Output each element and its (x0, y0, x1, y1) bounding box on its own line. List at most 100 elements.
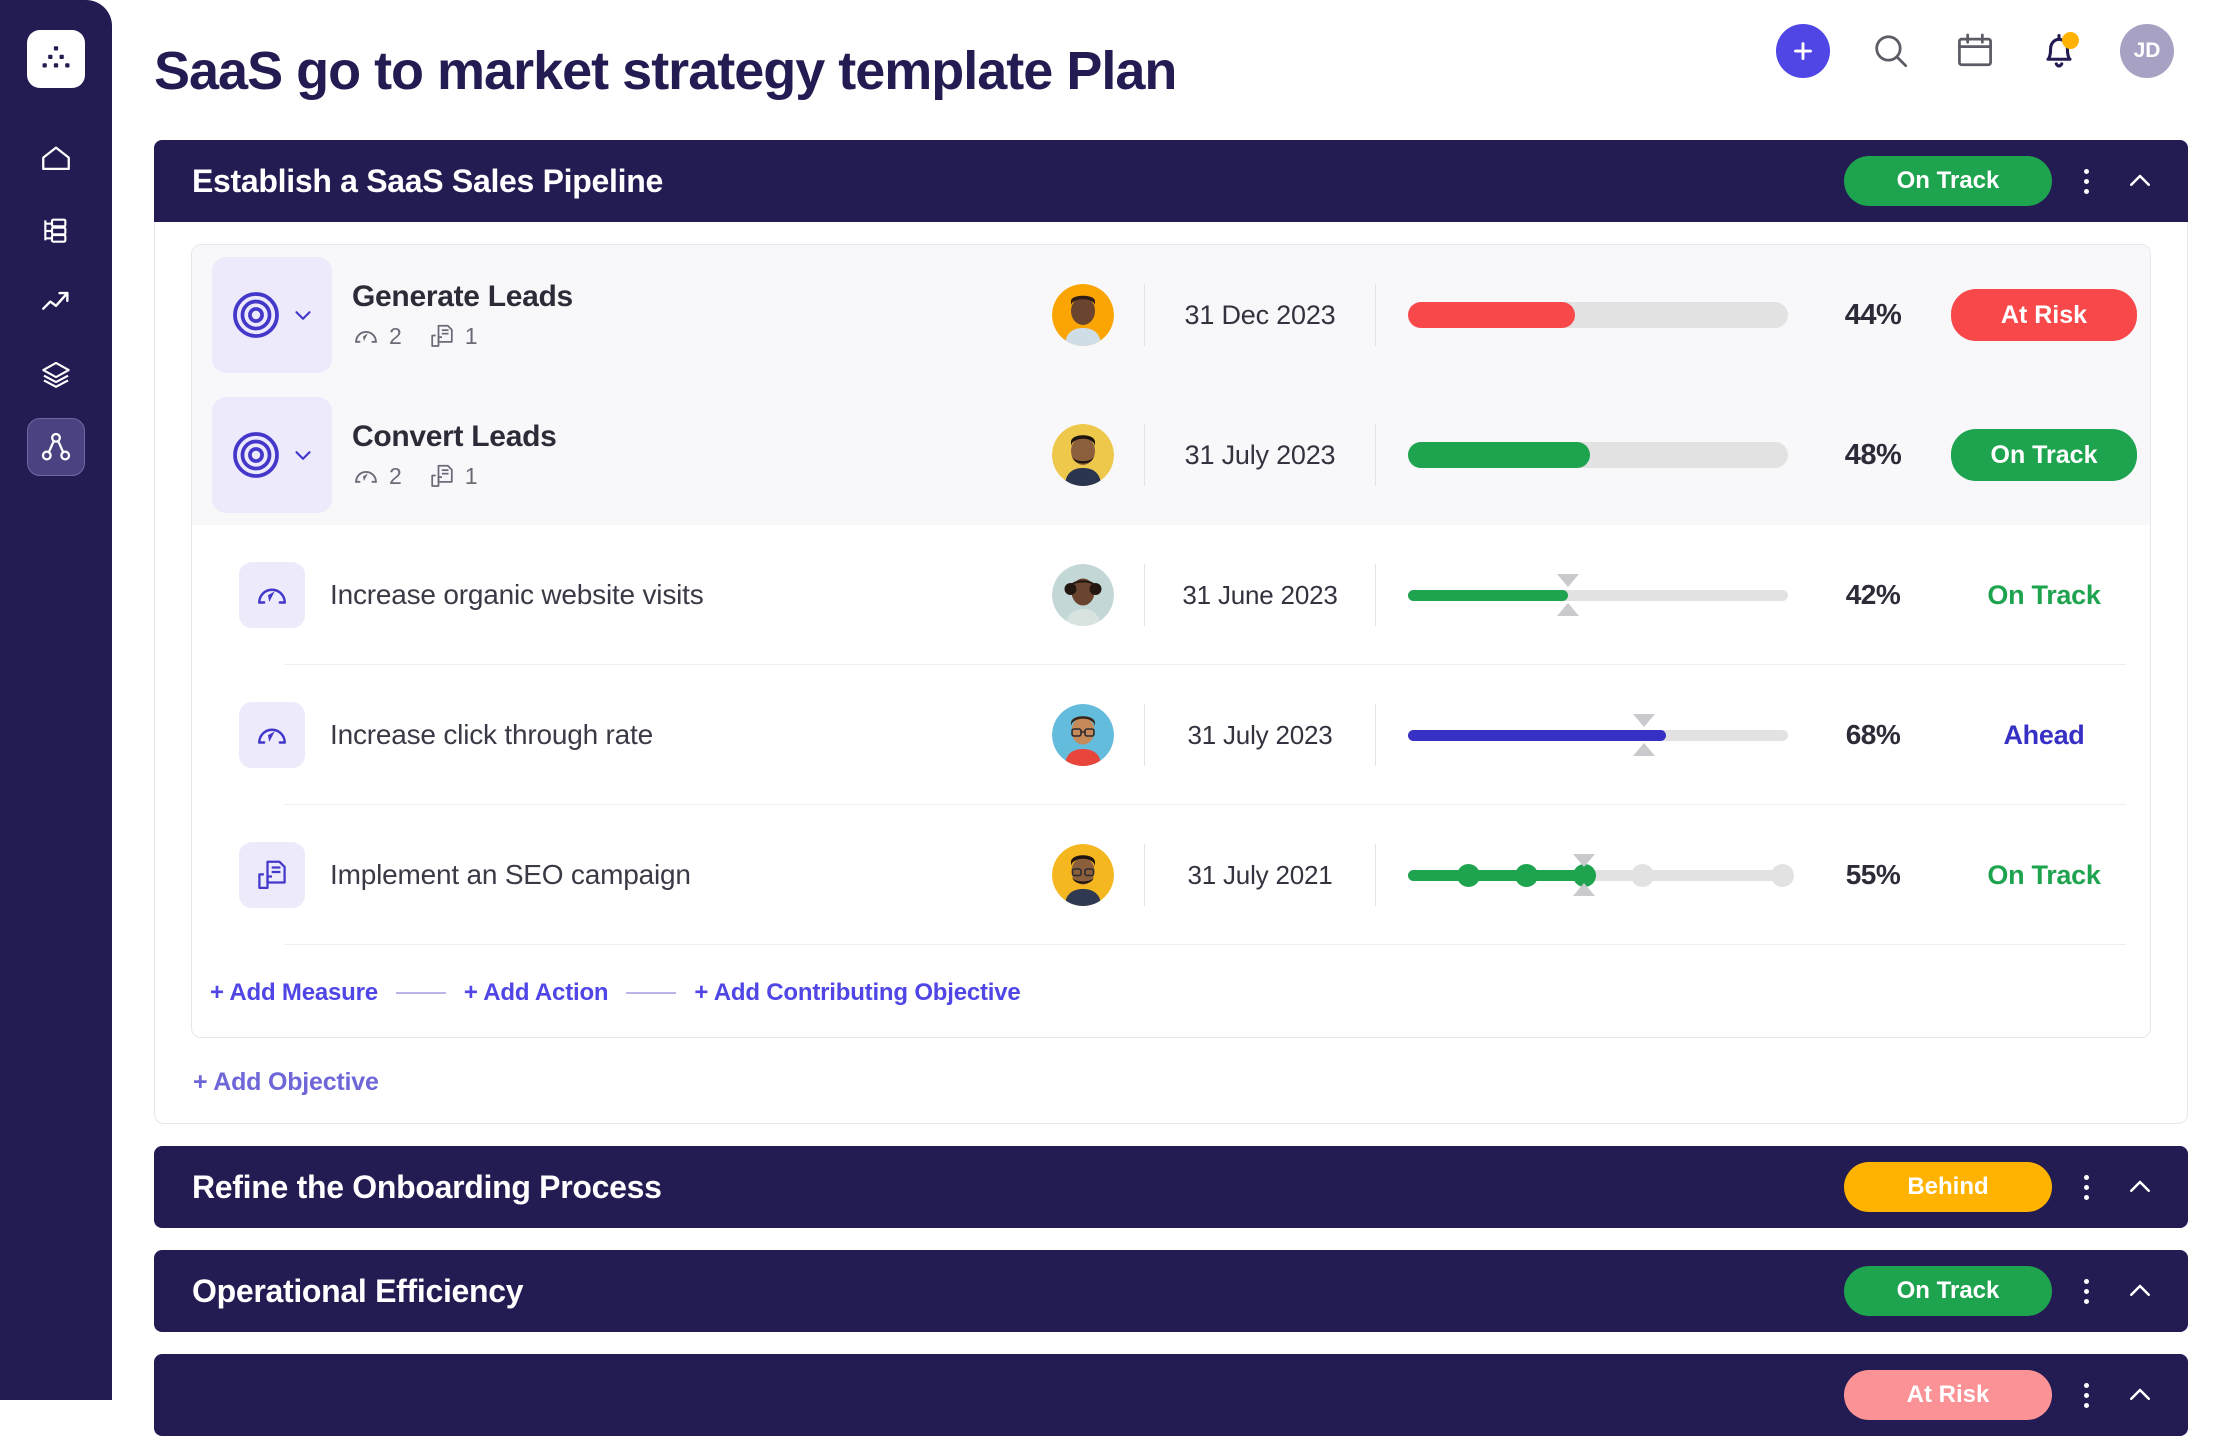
objective-meta: 2 1 (352, 462, 1052, 490)
gauge-icon (352, 462, 380, 490)
add-contributing-objective-link[interactable]: + Add Contributing Objective (694, 979, 1020, 1007)
goal-header[interactable]: Refine the Onboarding Process Behind (154, 1146, 2188, 1228)
progress-bar[interactable] (1408, 700, 1808, 770)
progress-fill (1408, 870, 1584, 881)
goal-block: Refine the Onboarding Process Behind (154, 1146, 2188, 1228)
due-date: 31 July 2021 (1145, 860, 1375, 891)
status-cell: On Track (1938, 429, 2150, 481)
sidebar-item-trends[interactable] (27, 274, 85, 332)
progress-percent: 48% (1808, 439, 1938, 472)
objective-icon-tile[interactable] (212, 257, 332, 373)
table-row[interactable]: Convert Leads 2 (192, 385, 2150, 525)
goal-header[interactable]: At Risk (154, 1354, 2188, 1436)
goal-collapse-button[interactable] (2118, 1373, 2162, 1417)
goal-menu-button[interactable] (2064, 1279, 2108, 1304)
owner-avatar[interactable] (1052, 284, 1114, 346)
owner-avatar[interactable] (1052, 424, 1114, 486)
add-button[interactable] (1776, 24, 1830, 78)
user-avatar[interactable]: JD (2120, 24, 2174, 78)
app-logo[interactable] (27, 30, 85, 88)
sidebar-item-strategy-map[interactable] (27, 418, 85, 476)
sidebar-item-home[interactable] (27, 130, 85, 188)
action-icon-tile[interactable] (239, 842, 305, 908)
status-badge[interactable]: At Risk (1951, 289, 2137, 341)
objective-icon-tile[interactable] (212, 397, 332, 513)
link-divider (626, 992, 676, 994)
table-row[interactable]: Generate Leads 2 (192, 245, 2150, 385)
document-stack-icon (428, 322, 456, 350)
status-cell: On Track (1938, 860, 2150, 891)
notification-badge (2062, 32, 2079, 49)
measure-icon-tile[interactable] (239, 562, 305, 628)
measures-count-chip: 2 (352, 462, 402, 490)
row-label: Convert Leads 2 (352, 420, 1052, 490)
progress-fill (1408, 442, 1590, 468)
notifications-button[interactable] (2036, 28, 2082, 74)
milestone-node[interactable] (1631, 864, 1654, 887)
row-label: Increase organic website visits (330, 579, 1052, 611)
search-icon (1869, 29, 1913, 73)
milestone-node[interactable] (1515, 864, 1538, 887)
owner-avatar[interactable] (1052, 564, 1114, 626)
search-button[interactable] (1868, 28, 1914, 74)
progress-bar[interactable] (1408, 420, 1808, 490)
progress-bar[interactable] (1408, 280, 1808, 350)
action-name: Implement an SEO campaign (330, 859, 1052, 891)
goal-title: Operational Efficiency (192, 1273, 1844, 1310)
status-text: On Track (1987, 860, 2100, 891)
goal-collapse-button[interactable] (2118, 1165, 2162, 1209)
chevron-down-icon[interactable] (290, 302, 316, 328)
chevron-down-icon[interactable] (290, 442, 316, 468)
table-row[interactable]: Increase organic website visits (192, 525, 2150, 665)
goal-header[interactable]: Operational Efficiency On Track (154, 1250, 2188, 1332)
status-badge[interactable]: On Track (1844, 156, 2052, 206)
status-badge[interactable]: On Track (1844, 1266, 2052, 1316)
goal-menu-button[interactable] (2064, 169, 2108, 194)
row-label: Implement an SEO campaign (330, 859, 1052, 891)
progress-bar[interactable] (1408, 840, 1808, 910)
add-action-link[interactable]: + Add Action (464, 979, 608, 1007)
status-cell: On Track (1938, 580, 2150, 611)
goal-block: Establish a SaaS Sales Pipeline On Track (154, 140, 2188, 1124)
cell-divider (1375, 284, 1376, 346)
goal-menu-button[interactable] (2064, 1383, 2108, 1408)
status-text: On Track (1987, 580, 2100, 611)
due-date: 31 Dec 2023 (1145, 300, 1375, 331)
goal-body: Generate Leads 2 (154, 222, 2188, 1124)
goal-collapse-button[interactable] (2118, 1269, 2162, 1313)
goal-menu-button[interactable] (2064, 1175, 2108, 1200)
progress-percent: 55% (1808, 859, 1938, 891)
measure-icon-tile[interactable] (239, 702, 305, 768)
calendar-button[interactable] (1952, 28, 1998, 74)
table-row[interactable]: Increase click through rate (192, 665, 2150, 805)
cell-divider (1375, 564, 1376, 626)
list-tree-icon (40, 215, 72, 247)
target-icon (228, 287, 284, 343)
status-badge[interactable]: Behind (1844, 1162, 2052, 1212)
objective-group: Generate Leads 2 (191, 244, 2151, 1038)
gauge-icon (352, 322, 380, 350)
progress-bar[interactable] (1408, 560, 1808, 630)
table-row[interactable]: Implement an SEO campaign (192, 805, 2150, 945)
org-chart-logo-icon (39, 42, 73, 76)
link-divider (396, 992, 446, 994)
actions-count: 1 (465, 463, 478, 490)
sidebar-item-board[interactable] (27, 202, 85, 260)
owner-avatar[interactable] (1052, 704, 1114, 766)
add-measure-link[interactable]: + Add Measure (210, 979, 378, 1007)
goal-header[interactable]: Establish a SaaS Sales Pipeline On Track (154, 140, 2188, 222)
measure-name: Increase organic website visits (330, 579, 1052, 611)
progress-percent: 42% (1808, 579, 1938, 611)
goal-collapse-button[interactable] (2118, 159, 2162, 203)
network-nodes-icon (39, 430, 73, 464)
owner-avatar[interactable] (1052, 844, 1114, 906)
milestone-node[interactable] (1771, 864, 1794, 887)
sidebar-item-layers[interactable] (27, 346, 85, 404)
cell-divider (1375, 844, 1376, 906)
add-links-row: + Add Measure + Add Action + Add Contrib… (192, 945, 2150, 1037)
status-badge[interactable]: On Track (1951, 429, 2137, 481)
calendar-icon (1953, 29, 1997, 73)
add-objective-link[interactable]: + Add Objective (191, 1038, 2151, 1123)
status-badge[interactable]: At Risk (1844, 1370, 2052, 1420)
milestone-node[interactable] (1457, 864, 1480, 887)
